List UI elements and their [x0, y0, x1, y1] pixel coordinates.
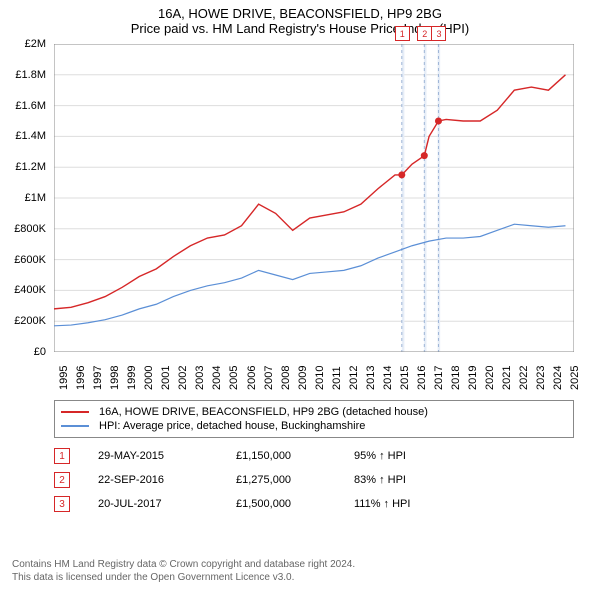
event-price: £1,275,000: [236, 474, 326, 486]
legend-swatch: [61, 411, 89, 413]
y-tick-label: £1.8M: [15, 69, 46, 81]
x-tick-label: 2008: [280, 366, 292, 390]
x-tick-label: 2015: [399, 366, 411, 390]
x-tick-label: 2017: [433, 366, 445, 390]
event-number-box: 3: [54, 496, 70, 512]
x-tick-label: 2023: [535, 366, 547, 390]
event-marker-box: 3: [431, 26, 446, 41]
y-tick-label: £1M: [25, 192, 46, 204]
y-tick-label: £800K: [14, 223, 46, 235]
event-row: 1 29-MAY-2015 £1,150,000 95% ↑ HPI: [54, 444, 574, 468]
event-number-box: 2: [54, 472, 70, 488]
x-tick-label: 2006: [246, 366, 258, 390]
x-tick-label: 2003: [194, 366, 206, 390]
event-marker-box: 1: [395, 26, 410, 41]
x-tick-label: 2025: [569, 366, 581, 390]
x-tick-label: 1996: [75, 366, 87, 390]
x-tick-label: 2014: [382, 366, 394, 390]
x-tick-label: 1997: [92, 366, 104, 390]
legend: 16A, HOWE DRIVE, BEACONSFIELD, HP9 2BG (…: [54, 400, 574, 438]
x-tick-label: 2012: [348, 366, 360, 390]
x-tick-label: 2018: [450, 366, 462, 390]
y-tick-label: £0: [34, 346, 46, 358]
x-tick-label: 2007: [263, 366, 275, 390]
x-tick-label: 2005: [228, 366, 240, 390]
event-marker-box: 2: [417, 26, 432, 41]
chart-title-2: Price paid vs. HM Land Registry's House …: [0, 21, 600, 36]
x-tick-label: 2010: [314, 366, 326, 390]
event-date: 29-MAY-2015: [98, 450, 208, 462]
chart-title-1: 16A, HOWE DRIVE, BEACONSFIELD, HP9 2BG: [0, 6, 600, 21]
event-row: 3 20-JUL-2017 £1,500,000 111% ↑ HPI: [54, 492, 574, 516]
x-tick-label: 2004: [211, 366, 223, 390]
x-tick-label: 2019: [467, 366, 479, 390]
event-row: 2 22-SEP-2016 £1,275,000 83% ↑ HPI: [54, 468, 574, 492]
event-price: £1,500,000: [236, 498, 326, 510]
x-tick-label: 2016: [416, 366, 428, 390]
legend-row: HPI: Average price, detached house, Buck…: [61, 419, 567, 433]
y-tick-label: £1.6M: [15, 100, 46, 112]
event-hpi: 95% ↑ HPI: [354, 450, 444, 462]
y-tick-label: £1.4M: [15, 130, 46, 142]
event-number-box: 1: [54, 448, 70, 464]
price-vs-hpi-chart: 123: [54, 44, 574, 352]
x-tick-label: 2001: [160, 366, 172, 390]
x-tick-label: 2013: [365, 366, 377, 390]
y-tick-label: £200K: [14, 315, 46, 327]
event-date: 22-SEP-2016: [98, 474, 208, 486]
event-hpi: 83% ↑ HPI: [354, 474, 444, 486]
footer-attribution: Contains HM Land Registry data © Crown c…: [12, 558, 355, 584]
y-tick-label: £600K: [14, 254, 46, 266]
x-tick-label: 2022: [518, 366, 530, 390]
footer-line-2: This data is licensed under the Open Gov…: [12, 571, 355, 584]
y-tick-label: £2M: [25, 38, 46, 50]
legend-row: 16A, HOWE DRIVE, BEACONSFIELD, HP9 2BG (…: [61, 405, 567, 419]
chart-title-block: 16A, HOWE DRIVE, BEACONSFIELD, HP9 2BG P…: [0, 0, 600, 36]
x-tick-label: 2011: [331, 366, 343, 390]
x-tick-label: 2002: [177, 366, 189, 390]
y-tick-label: £1.2M: [15, 161, 46, 173]
footer-line-1: Contains HM Land Registry data © Crown c…: [12, 558, 355, 571]
legend-label: 16A, HOWE DRIVE, BEACONSFIELD, HP9 2BG (…: [99, 406, 428, 418]
x-tick-label: 2024: [552, 366, 564, 390]
y-tick-label: £400K: [14, 284, 46, 296]
x-tick-label: 1998: [109, 366, 121, 390]
y-axis-labels: £0£200K£400K£600K£800K£1M£1.2M£1.4M£1.6M…: [10, 44, 50, 352]
x-tick-label: 2000: [143, 366, 155, 390]
x-tick-label: 1995: [58, 366, 70, 390]
legend-label: HPI: Average price, detached house, Buck…: [99, 420, 365, 432]
event-price: £1,150,000: [236, 450, 326, 462]
x-axis-labels: 1995 1996 1997 1998 1999 2000 2001 2002 2003 2004…: [54, 356, 574, 406]
x-tick-label: 2009: [297, 366, 309, 390]
event-date: 20-JUL-2017: [98, 498, 208, 510]
event-list: 1 29-MAY-2015 £1,150,000 95% ↑ HPI 2 22-…: [54, 444, 574, 516]
x-tick-label: 1999: [126, 366, 138, 390]
legend-swatch: [61, 425, 89, 427]
x-tick-label: 2021: [501, 366, 513, 390]
event-hpi: 111% ↑ HPI: [354, 498, 444, 510]
x-tick-label: 2020: [484, 366, 496, 390]
